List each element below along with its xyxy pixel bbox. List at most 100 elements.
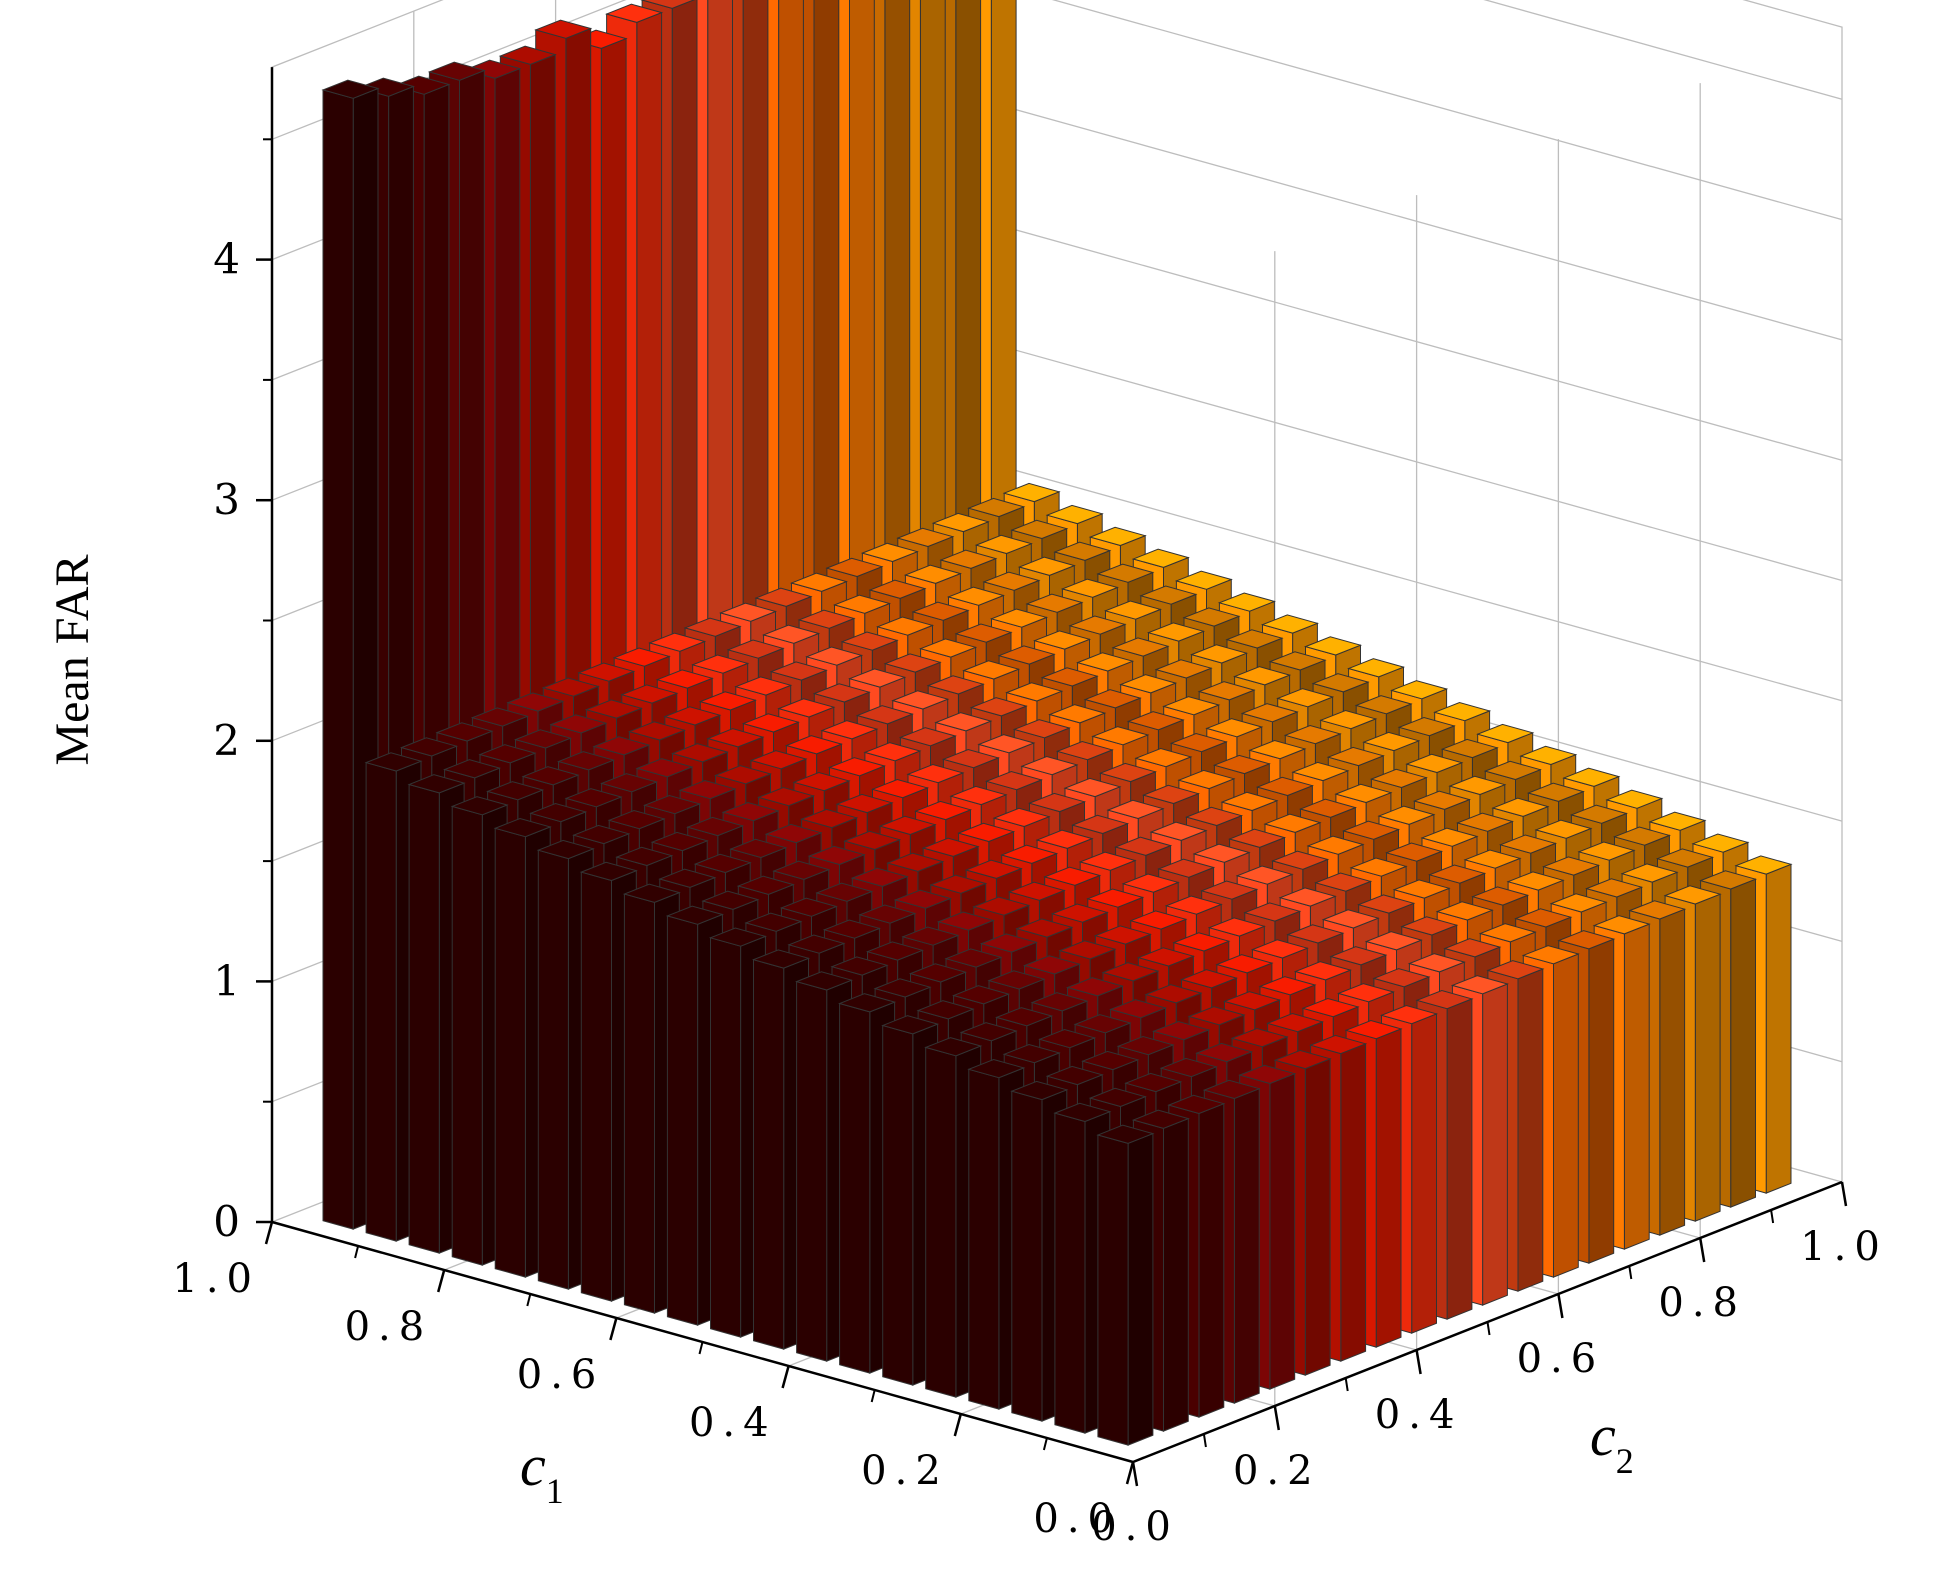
bar-top-face — [1192, 843, 1251, 863]
bar-top-face — [1002, 1043, 1061, 1064]
bar-left-face — [1304, 1058, 1331, 1376]
bar-top-face — [805, 646, 864, 666]
bar-right-face — [623, 893, 655, 1314]
bar-top-face — [784, 735, 843, 755]
bar-top-face — [1081, 1050, 1140, 1071]
bar-top-face — [762, 624, 821, 644]
bar-top-face — [1157, 858, 1216, 878]
bar-top-face — [1283, 724, 1342, 745]
bar-top-face — [962, 660, 1021, 680]
c2-tick-label: 0.4 — [1375, 1392, 1463, 1438]
bar-top-face — [1248, 739, 1307, 760]
bar-top-face — [795, 971, 854, 991]
bar-top-face — [832, 594, 892, 614]
c1-minor-tick — [354, 1245, 360, 1259]
bar-top-face — [1005, 682, 1064, 702]
bar-top-face — [764, 823, 823, 844]
bar-top-face — [1096, 563, 1155, 583]
c2-major-tick — [1273, 1405, 1281, 1431]
bar-top-face — [939, 549, 998, 569]
bar-top-face — [1415, 989, 1474, 1010]
bar-top-face — [1486, 960, 1545, 980]
bar-top-face — [556, 751, 616, 771]
bar-top-face — [1379, 1004, 1439, 1025]
c1-tick-label: 0.4 — [689, 1400, 777, 1446]
bar-top-face — [427, 61, 486, 81]
bar-top-face — [1534, 819, 1593, 839]
bar-top-face — [749, 750, 808, 770]
bar-top-face — [1314, 872, 1373, 892]
bar-top-face — [1207, 917, 1266, 937]
bar-top-face — [807, 845, 866, 866]
bar-top-face — [898, 727, 957, 747]
bar-top-face — [513, 729, 572, 749]
bar-top-face — [1309, 1034, 1368, 1055]
bar-top-face — [1321, 909, 1380, 929]
z-tick-label: 4 — [213, 235, 240, 284]
bar-top-face — [1055, 740, 1114, 761]
bar-right-face — [839, 1002, 871, 1374]
bar-top-face — [984, 770, 1043, 791]
bar-top-face — [1096, 1124, 1155, 1144]
bar-top-face — [896, 527, 955, 548]
bar-top-face — [1043, 866, 1102, 886]
bar-top-face — [772, 860, 831, 880]
c2-minor-tick — [1202, 1433, 1207, 1448]
bar-top-face — [1015, 918, 1074, 938]
bar-top-face — [1471, 886, 1530, 906]
bar-top-face — [893, 889, 952, 909]
bar-top-face — [1124, 1072, 1183, 1093]
bar-top-face — [478, 744, 537, 764]
bar-top-face — [931, 512, 990, 533]
bar-top-face — [1506, 871, 1565, 891]
bar-right-face — [666, 915, 699, 1326]
bar-top-face — [1033, 630, 1092, 650]
c2-axis-subscript: 2 — [1616, 1441, 1634, 1481]
bar-top-face — [757, 786, 816, 807]
bar-top-face — [691, 654, 750, 674]
c1-tick-label: 0.6 — [517, 1352, 605, 1398]
bar-left-face — [1765, 863, 1792, 1194]
bar-top-face — [1268, 651, 1327, 671]
bar-right-face — [451, 805, 483, 1266]
c2-tick-label: 0.0 — [1091, 1504, 1179, 1550]
bar-top-face — [974, 534, 1033, 555]
c1-major-tick — [781, 1365, 790, 1389]
c1-axis-subscript: 1 — [546, 1471, 564, 1511]
c2-tick-label: 0.2 — [1233, 1448, 1321, 1494]
bar-top-face — [622, 883, 681, 903]
bar-top-face — [1326, 746, 1385, 767]
bar-top-face — [1025, 593, 1084, 613]
bar-top-face — [1045, 504, 1104, 525]
c1-minor-tick — [698, 1341, 704, 1355]
bar-top-face — [1217, 592, 1276, 612]
bar-top-face — [868, 579, 927, 599]
bar-top-face — [1152, 1020, 1211, 1041]
bar-top-face — [470, 707, 529, 727]
bar-top-face — [529, 802, 588, 823]
bar-top-face — [1592, 915, 1651, 935]
bar-top-face — [1027, 792, 1087, 813]
bar-top-face — [1385, 842, 1444, 862]
bar-top-face — [1542, 856, 1601, 876]
bar-top-face — [584, 699, 643, 719]
bar-top-face — [870, 778, 930, 799]
bar-top-face — [901, 926, 960, 946]
bar-top-face — [855, 705, 914, 725]
c2-minor-tick — [1486, 1321, 1491, 1336]
bar-right-face — [968, 1068, 1000, 1410]
bar-top-face — [1048, 704, 1107, 724]
bar-top-face — [1369, 768, 1428, 789]
bar-top-face — [607, 809, 666, 830]
bar-top-face — [1012, 719, 1071, 739]
bar-top-face — [1400, 916, 1459, 936]
bar-top-face — [967, 1058, 1026, 1079]
bar-top-face — [1144, 984, 1203, 1004]
bar-top-face — [1443, 938, 1502, 958]
c1-major-tick — [609, 1317, 618, 1341]
bar-top-face — [1347, 658, 1406, 678]
bar-top-face — [1260, 614, 1319, 634]
bar-top-face — [777, 698, 836, 718]
bar-top-face — [838, 993, 897, 1013]
bar-top-face — [1286, 924, 1345, 944]
